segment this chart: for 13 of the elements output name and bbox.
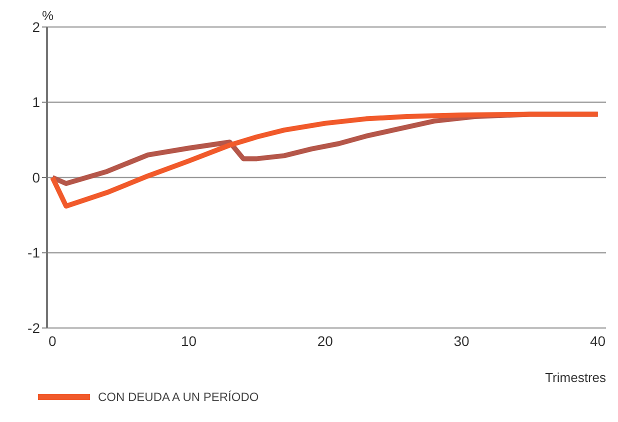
- y-axis-title: %: [42, 8, 54, 23]
- x-tick-label: 20: [317, 332, 334, 349]
- x-tick-label: 0: [48, 332, 57, 349]
- x-tick-label: 10: [181, 332, 197, 349]
- x-tick-label: 30: [454, 332, 470, 349]
- x-axis-title: Trimestres: [545, 370, 606, 385]
- y-tick-label: -2: [28, 320, 40, 336]
- y-tick-label: -1: [28, 244, 40, 261]
- x-tick-label: 40: [590, 332, 606, 349]
- y-tick-label: 2: [32, 18, 40, 35]
- y-tick-label: 1: [32, 94, 40, 110]
- legend-label: CON DEUDA A UN PERÍODO: [98, 390, 259, 404]
- y-tick-label: 0: [32, 169, 40, 186]
